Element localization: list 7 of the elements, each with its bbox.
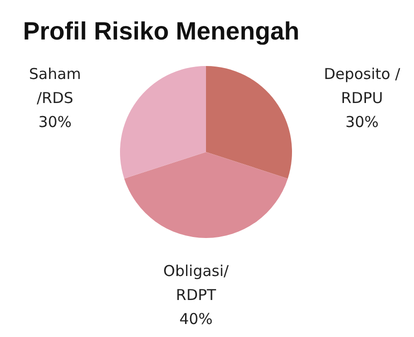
data-label: 30% xyxy=(345,113,379,131)
slice-label: Obligasi/ RDPT xyxy=(163,262,230,304)
data-label: 30% xyxy=(38,113,72,131)
slice-label: Deposito / RDPU xyxy=(324,65,402,107)
chart-title: Profil Risiko Menengah xyxy=(23,18,300,46)
data-label: 40% xyxy=(179,310,213,328)
slice-label: Saham /RDS xyxy=(28,65,82,107)
